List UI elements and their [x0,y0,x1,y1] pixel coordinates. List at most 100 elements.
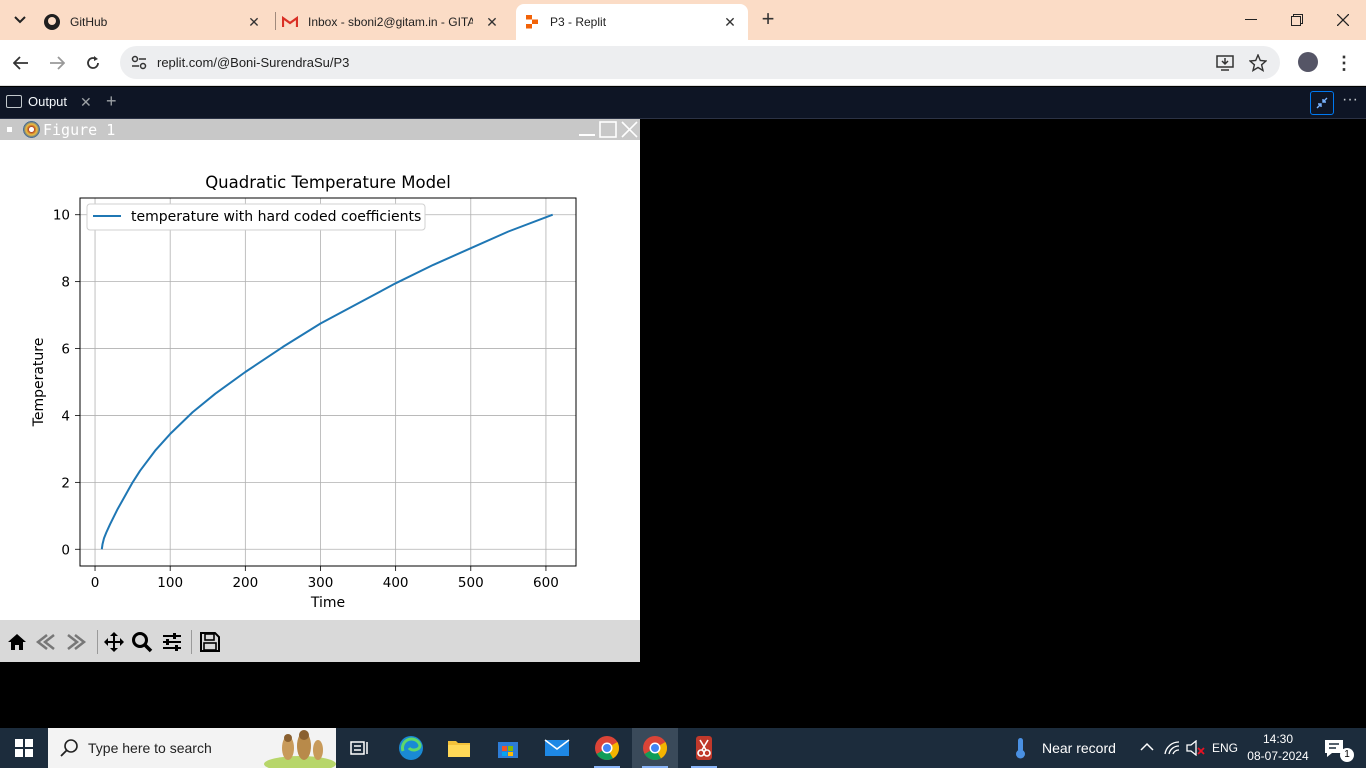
chart-ticks: 0 100 200 300 400 500 600 0 2 4 6 8 10 [53,208,559,591]
close-icon[interactable]: ✕ [486,14,498,30]
legend-label: temperature with hard coded coefficients [131,209,421,225]
wifi-icon[interactable] [1164,740,1182,756]
tab-github[interactable]: GitHub ✕ [44,4,272,40]
chevron-up-icon[interactable] [1140,742,1154,752]
back-arrow-icon [13,56,28,70]
restore-button[interactable] [1274,0,1320,40]
x-tick-label: 100 [157,575,183,591]
back-button[interactable] [8,50,34,76]
minimize-button[interactable] [1228,0,1274,40]
tab-title: Inbox - sboni2@gitam.in - GITA [308,15,473,29]
home-button[interactable] [5,630,29,654]
y-tick-label: 2 [61,475,70,491]
search-icon [60,739,78,757]
browser-menu-button[interactable]: ⋮ [1335,53,1353,73]
x-tick-label: 600 [533,575,559,591]
back-arrow-icon [35,634,55,650]
y-tick-label: 10 [53,208,70,224]
chrome-icon [643,736,668,761]
zoom-button[interactable] [130,630,154,654]
search-icon [132,632,153,653]
replit-pane-header: Output ✕ + ··· [0,87,1366,119]
install-app-button[interactable] [1214,52,1236,74]
weather-text[interactable]: Near record [1042,740,1116,756]
edge-icon [399,736,423,760]
folder-icon [448,741,470,757]
taskbar-store[interactable] [485,728,531,768]
site-info-icon[interactable] [130,54,148,72]
x-tick-label: 400 [383,575,409,591]
close-icon[interactable]: ✕ [724,14,736,30]
new-tab-button[interactable]: + [761,6,775,31]
add-tab-icon[interactable]: + [106,91,117,111]
collapse-icon [1316,97,1328,109]
bookmark-button[interactable] [1247,52,1269,74]
monitor-icon [6,95,22,108]
window-menu-icon[interactable] [7,127,12,132]
pan-button[interactable] [102,630,126,654]
close-icon[interactable]: ✕ [80,94,92,110]
close-window-button[interactable] [1320,0,1366,40]
output-tab-label: Output [28,94,68,109]
chevron-down-icon [14,16,26,24]
taskbar-chrome-2[interactable] [632,728,678,768]
maximize-icon[interactable] [599,121,617,138]
profile-avatar[interactable] [1298,52,1318,72]
y-axis-label: Temperature [31,338,47,428]
clock-date: 08-07-2024 [1247,749,1309,763]
configure-subplots-button[interactable] [160,630,184,654]
figure-canvas: 0 100 200 300 400 500 600 0 2 4 6 8 10 Quadratic Tem… [0,140,640,620]
chart-grid [80,198,576,566]
close-icon[interactable] [620,121,638,138]
taskbar-mail[interactable] [534,728,580,768]
back-view-button[interactable] [34,630,58,654]
series-line [100,213,554,550]
figure-title-bar: Figure 1 [0,119,640,140]
x-tick-label: 200 [232,575,258,591]
taskbar-edge[interactable] [388,728,434,768]
taskbar-chrome-1[interactable] [584,728,630,768]
tab-search-button[interactable] [6,6,34,34]
tab-title: P3 - Replit [550,15,607,29]
language-indicator[interactable]: ENG [1212,741,1239,755]
minimize-pane-button[interactable] [1310,91,1334,115]
start-button[interactable] [0,728,48,768]
legend-box [86,203,426,231]
taskbar-snipping-tool[interactable] [681,728,727,768]
minimize-icon [1245,19,1257,20]
tab-separator [275,12,276,30]
taskbar-file-explorer[interactable] [436,728,482,768]
close-icon[interactable]: ✕ [248,14,260,30]
more-options-icon[interactable]: ··· [1342,91,1358,108]
task-view-button[interactable] [337,728,383,768]
forward-button[interactable] [44,50,70,76]
store-icon [498,742,518,758]
forward-view-button[interactable] [64,630,88,654]
tab-gmail[interactable]: Inbox - sboni2@gitam.in - GITA ✕ [282,4,510,40]
task-view-icon [350,741,368,755]
url-text: replit.com/@Boni-SurendraSu/P3 [157,55,350,70]
tab-replit[interactable]: P3 - Replit ✕ [516,4,748,40]
notification-count-badge: 1 [1340,748,1354,762]
x-tick-label: 0 [91,575,100,591]
address-bar[interactable]: replit.com/@Boni-SurendraSu/P3 [120,46,1280,79]
output-tab[interactable]: Output [6,94,67,109]
line-chart: 0 100 200 300 400 500 600 0 2 4 6 8 10 Quadratic Tem… [31,173,577,611]
save-icon [200,632,220,652]
notification-icon[interactable] [1324,739,1346,759]
forward-arrow-icon [50,56,65,70]
browser-tab-strip: GitHub ✕ Inbox - sboni2@gitam.in - GITA … [0,0,1366,40]
minimize-icon[interactable] [578,121,596,138]
reload-button[interactable] [80,50,106,76]
save-figure-button[interactable] [198,630,222,654]
windows-logo-icon [15,739,33,757]
install-icon [1216,55,1234,71]
clock[interactable]: 14:30 08-07-2024 [1246,731,1310,765]
forward-arrow-icon [67,634,87,650]
chart-title: Quadratic Temperature Model [205,173,451,192]
taskbar-search-box[interactable]: Type here to search [48,728,336,768]
chart-series [100,213,554,550]
volume-muted-icon[interactable] [1186,740,1206,756]
y-tick-label: 4 [61,408,70,424]
reload-icon [87,56,99,69]
